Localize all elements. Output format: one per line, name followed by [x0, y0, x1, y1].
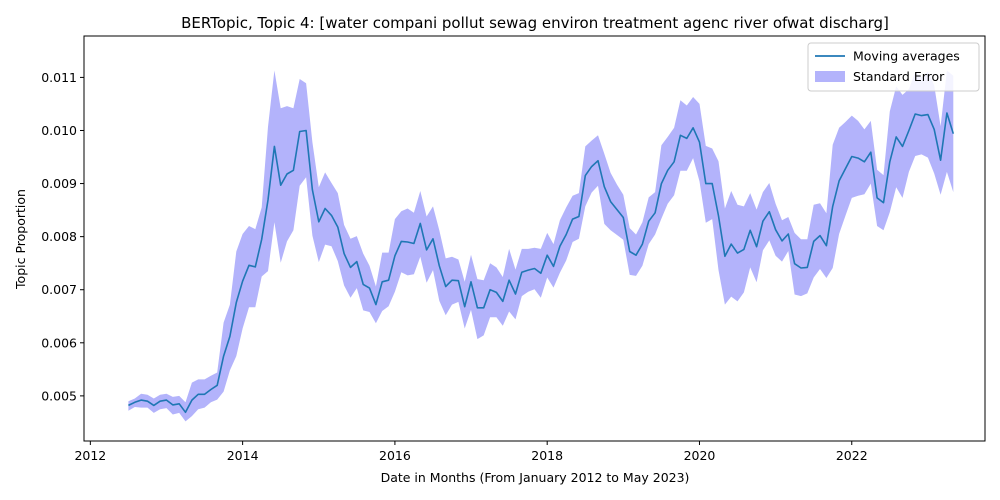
x-axis: 2012 2014 2016 2018 2020 2022	[74, 441, 868, 463]
x-tick-label: 2014	[227, 448, 259, 463]
y-axis-title: Topic Proportion	[13, 189, 28, 290]
y-tick-label: 0.010	[41, 123, 77, 138]
legend-label-standard-error: Standard Error	[853, 69, 945, 84]
x-tick-label: 2022	[836, 448, 868, 463]
legend-box	[807, 42, 980, 92]
x-tick-label: 2020	[684, 448, 716, 463]
y-tick-label: 0.007	[41, 282, 77, 297]
standard-error-band	[128, 70, 954, 422]
x-tick-label: 2018	[531, 448, 563, 463]
chart-title: BERTopic, Topic 4: [water compani pollut…	[181, 14, 889, 32]
y-tick-label: 0.006	[41, 335, 77, 350]
x-tick-label: 2016	[379, 448, 411, 463]
legend: Moving averages Standard Error	[807, 42, 980, 92]
plot-area	[128, 70, 955, 422]
x-tick-label: 2012	[74, 448, 106, 463]
y-tick-label: 0.011	[41, 70, 77, 85]
y-tick-label: 0.008	[41, 229, 77, 244]
y-tick-label: 0.009	[41, 176, 77, 191]
legend-label-moving-averages: Moving averages	[853, 49, 960, 64]
y-axis: 0.005 0.006 0.007 0.008 0.009 0.010 0.011	[41, 70, 84, 403]
plot-frame	[83, 35, 986, 442]
legend-band-swatch	[815, 71, 845, 82]
y-tick-label: 0.005	[41, 388, 77, 403]
moving-averages-line	[128, 112, 955, 414]
x-axis-title: Date in Months (From January 2012 to May…	[381, 470, 690, 485]
